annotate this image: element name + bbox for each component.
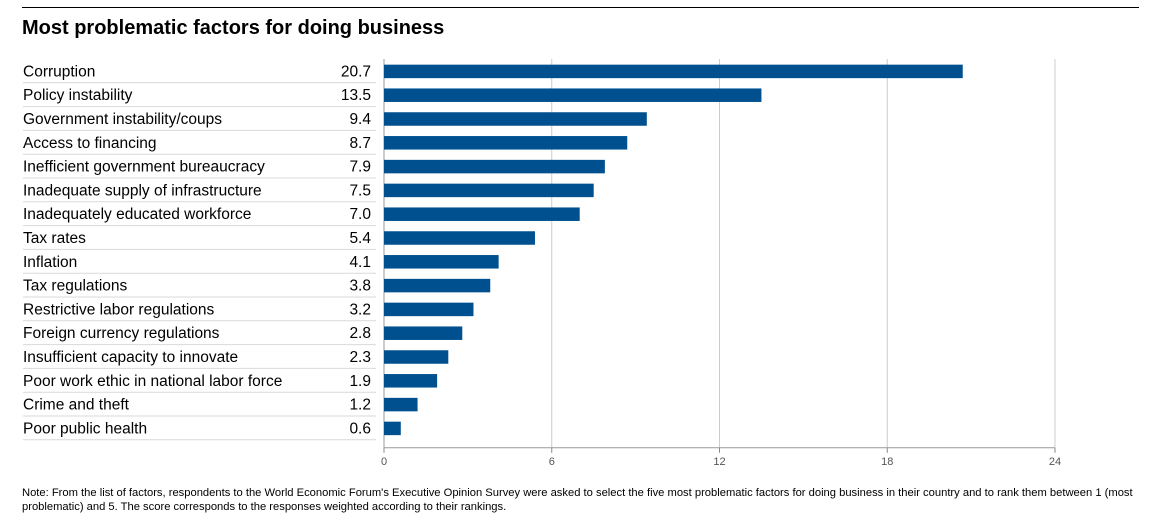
bar bbox=[384, 183, 594, 198]
bar bbox=[384, 255, 499, 269]
value-label: 3.8 bbox=[349, 278, 371, 295]
bar-chart: 0 6 12 18 24 Corruption 20.7 Policy instability… bbox=[23, 59, 1061, 468]
value-label: 4.1 bbox=[349, 254, 371, 271]
value-label: 2.3 bbox=[349, 349, 371, 366]
value-label: 5.4 bbox=[349, 230, 371, 247]
category-label: Foreign currency regulations bbox=[23, 325, 220, 342]
bar bbox=[384, 374, 438, 388]
category-label: Poor work ethic in national labor force bbox=[23, 373, 282, 390]
category-label: Inadequate supply of infrastructure bbox=[23, 182, 262, 199]
category-label: Policy instability bbox=[23, 87, 133, 104]
value-label: 7.5 bbox=[349, 182, 371, 199]
category-label: Inflation bbox=[23, 254, 77, 271]
value-label: 20.7 bbox=[341, 63, 371, 80]
category-label: Tax rates bbox=[23, 230, 86, 247]
category-label: Crime and theft bbox=[23, 397, 130, 414]
x-tick-label: 6 bbox=[549, 456, 555, 468]
category-label: Inefficient government bureaucracy bbox=[23, 159, 265, 176]
bar bbox=[384, 136, 628, 150]
category-label: Restrictive labor regulations bbox=[23, 301, 215, 318]
footnote: Note: From the list of factors, responde… bbox=[22, 487, 1133, 513]
bar bbox=[384, 397, 418, 412]
bar bbox=[384, 64, 963, 79]
chart-title: Most problematic factors for doing busin… bbox=[22, 17, 445, 39]
bar bbox=[384, 112, 647, 126]
value-label: 8.7 bbox=[349, 135, 371, 152]
value-label: 7.0 bbox=[349, 206, 371, 223]
x-tick-label: 12 bbox=[713, 456, 725, 468]
bar bbox=[384, 326, 463, 340]
category-label: Tax regulations bbox=[23, 278, 128, 295]
category-label: Insufficient capacity to innovate bbox=[23, 349, 238, 366]
top-rule bbox=[22, 7, 1139, 8]
x-tick-label: 18 bbox=[881, 456, 893, 468]
value-label: 2.8 bbox=[349, 325, 371, 342]
category-label: Government instability/coups bbox=[23, 111, 222, 128]
value-label: 1.9 bbox=[349, 373, 371, 390]
value-label: 1.2 bbox=[349, 397, 371, 414]
category-label: Corruption bbox=[23, 63, 95, 80]
category-label: Access to financing bbox=[23, 135, 157, 152]
value-label: 3.2 bbox=[349, 301, 371, 318]
x-tick-label: 0 bbox=[381, 456, 387, 468]
bar bbox=[384, 159, 605, 174]
bar bbox=[384, 231, 535, 245]
category-label: Inadequately educated workforce bbox=[23, 206, 251, 223]
bar bbox=[384, 207, 580, 221]
value-label: 9.4 bbox=[349, 111, 371, 128]
bar bbox=[384, 278, 491, 293]
value-label: 0.6 bbox=[349, 420, 371, 437]
bar bbox=[384, 421, 401, 436]
bar bbox=[384, 302, 474, 317]
bar bbox=[384, 350, 449, 364]
category-label: Poor public health bbox=[23, 420, 147, 437]
value-label: 7.9 bbox=[349, 159, 371, 176]
value-label: 13.5 bbox=[341, 87, 371, 104]
bar bbox=[384, 88, 762, 102]
x-tick-label: 24 bbox=[1049, 456, 1061, 468]
